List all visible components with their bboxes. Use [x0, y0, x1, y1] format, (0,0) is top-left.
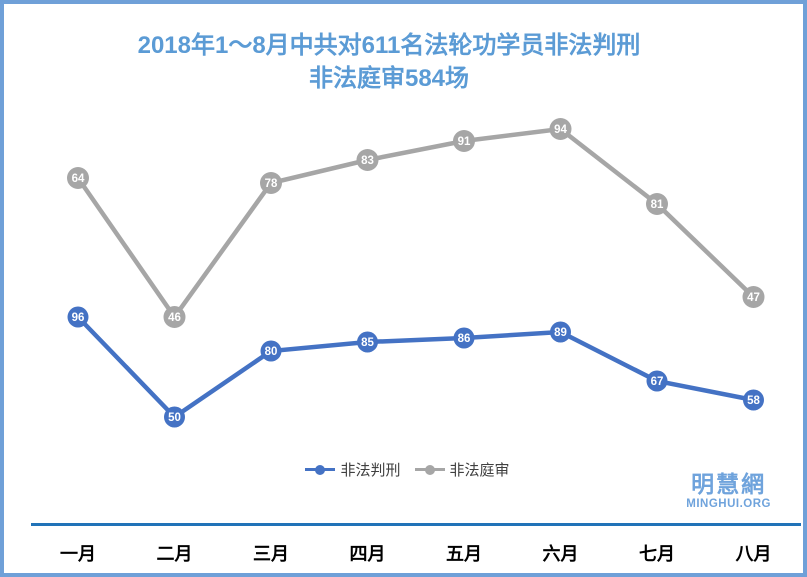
series-line-illegal-sentencing: [75, 314, 756, 420]
x-axis-label: 二月: [156, 544, 193, 564]
data-point-label-illegal-sentencing: 58: [747, 395, 760, 407]
x-axis-label: 七月: [639, 544, 675, 564]
data-point-marker-illegal-sentencing: [453, 327, 475, 349]
chart-title-line1: 2018年1～8月中共对611名法轮功学员非法判刑: [137, 32, 641, 59]
chart-legend: 非法判刑 非法庭审: [4, 459, 803, 480]
data-point-label-illegal-sentencing: 85: [361, 337, 374, 349]
minghui-watermark-cjk: 明慧網: [691, 471, 767, 497]
series-line-illegal-trials: [75, 126, 756, 321]
data-point-marker-illegal-trials: [260, 172, 282, 194]
data-point-marker-illegal-sentencing: [164, 406, 185, 428]
data-point-label-illegal-trials: 81: [651, 199, 664, 211]
x-axis-label: 五月: [446, 544, 482, 564]
x-axis-labels: 一月 二月 三月 四月 五月 六月 七月 八月: [4, 540, 803, 564]
data-point-label-illegal-trials: 78: [265, 178, 278, 190]
data-point-marker-illegal-trials: [356, 149, 379, 171]
x-axis-label: 一月: [60, 544, 96, 564]
legend-item-illegal-trials: 非法庭审: [414, 459, 510, 480]
x-axis-label: 三月: [253, 544, 289, 564]
legend-line-dot-icon: [414, 464, 445, 475]
data-point-marker-illegal-sentencing: [357, 331, 378, 353]
data-point-marker-illegal-trials: [646, 193, 668, 215]
data-point-label-illegal-trials: 83: [361, 155, 374, 167]
data-point-label-illegal-trials: 46: [168, 312, 181, 324]
line-plot: 96 50 80 85 86 89 67 58 64 46 78 83 91 94 81 47: [67, 118, 765, 428]
data-point-label-illegal-sentencing: 96: [72, 312, 85, 324]
data-point-label-illegal-sentencing: 50: [168, 412, 181, 424]
legend-line-dot-icon: [305, 464, 336, 475]
legend-label-illegal-sentencing: 非法判刑: [340, 462, 401, 479]
minghui-watermark-latin: MINGHUI.ORG: [686, 498, 771, 510]
data-point-label-illegal-trials: 47: [747, 292, 760, 304]
data-point-marker-illegal-sentencing: [260, 340, 282, 362]
data-point-marker-illegal-sentencing: [743, 389, 764, 411]
data-point-marker-illegal-trials: [742, 286, 765, 308]
data-point-label-illegal-sentencing: 89: [554, 327, 567, 339]
data-point-label-illegal-trials: 94: [554, 124, 567, 136]
data-point-label-illegal-sentencing: 80: [265, 346, 278, 358]
legend-item-illegal-sentencing: 非法判刑: [305, 459, 401, 480]
data-point-label-illegal-sentencing: 86: [458, 333, 471, 345]
data-point-marker-illegal-sentencing: [550, 321, 571, 343]
data-point-marker-illegal-trials: [67, 167, 89, 189]
x-axis-label: 八月: [735, 544, 772, 564]
data-point-marker-illegal-sentencing: [646, 370, 668, 392]
data-point-marker-illegal-trials: [453, 130, 475, 152]
data-point-label-illegal-trials: 64: [72, 173, 85, 185]
minghui-watermark: 明慧網 MINGHUI.ORG: [686, 470, 771, 510]
x-axis-label: 六月: [542, 544, 579, 564]
chart-title: 2018年1～8月中共对611名法轮功学员非法判刑 非法庭审584场: [4, 29, 774, 95]
legend-label-illegal-trials: 非法庭审: [449, 462, 510, 479]
x-axis-label: 四月: [349, 544, 386, 564]
chart-title-line2: 非法庭审584场: [308, 65, 470, 92]
data-point-label-illegal-sentencing: 67: [651, 376, 664, 388]
x-axis-line: [31, 523, 801, 526]
data-point-marker-illegal-trials: [163, 306, 186, 328]
data-point-label-illegal-trials: 91: [458, 136, 471, 148]
data-point-marker-illegal-sentencing: [67, 306, 89, 328]
data-point-marker-illegal-trials: [549, 118, 572, 140]
